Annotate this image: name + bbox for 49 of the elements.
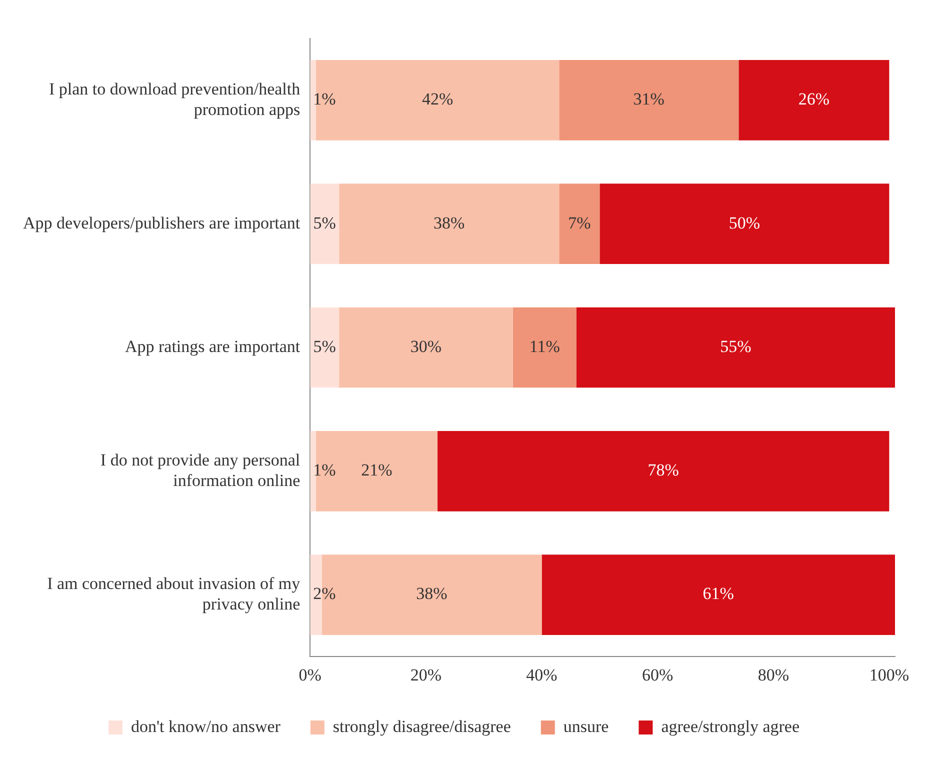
data-label: 2%: [313, 584, 336, 604]
bar: [512, 307, 576, 388]
data-label: 78%: [648, 460, 679, 480]
bar: [316, 60, 560, 140]
data-label: 1%: [313, 90, 336, 109]
legend-label: don't know/no answer: [130, 716, 281, 736]
y-tick-label: I am concerned about invasion of my privacy online: [47, 574, 301, 614]
data-label: 30%: [410, 336, 442, 356]
bar: [738, 60, 890, 140]
data-label: 38%: [434, 213, 465, 232]
data-label: 5%: [313, 336, 336, 356]
x-tick-label: 60%: [642, 665, 674, 684]
data-label: 7%: [568, 213, 591, 232]
bar: [559, 184, 600, 264]
bar: [310, 430, 316, 512]
bar: [576, 307, 895, 388]
bar: [310, 184, 340, 264]
bar: [316, 430, 438, 512]
legend-label: strongly disagree/disagree: [332, 716, 511, 736]
data-label: 26%: [798, 90, 830, 109]
data-label: 61%: [702, 584, 734, 604]
bar: [542, 554, 895, 635]
data-label: 42%: [422, 90, 454, 109]
y-tick-label: I plan to download prevention/health promotion apps: [48, 79, 301, 119]
bar: [600, 184, 890, 264]
data-label: 5%: [313, 213, 336, 232]
data-label: 21%: [361, 460, 392, 480]
bar: [339, 184, 560, 264]
bar: [310, 60, 316, 140]
data-label: 11%: [529, 336, 560, 356]
x-tick-label: 100%: [869, 665, 910, 684]
y-tick-label: App ratings are important: [124, 336, 300, 356]
bar: [438, 430, 890, 512]
x-tick-label: 40%: [526, 665, 558, 684]
data-label: 50%: [728, 213, 760, 232]
x-tick-label: 20%: [410, 665, 442, 684]
data-label: 1%: [313, 460, 336, 480]
legend-label: agree/strongly agree: [661, 716, 800, 736]
x-tick-label: 0%: [298, 665, 322, 684]
y-tick-label: App developers/publishers are important: [22, 213, 300, 232]
data-label: 38%: [416, 584, 448, 604]
legend-label: unsure: [563, 716, 609, 736]
bar: [339, 307, 513, 388]
y-tick-label: I do not provide any personal information online: [100, 450, 300, 490]
data-label: 55%: [720, 336, 752, 356]
x-tick-label: 80%: [758, 665, 789, 684]
data-label: 31%: [633, 90, 664, 109]
bar: [559, 60, 739, 140]
bar: [310, 307, 340, 388]
